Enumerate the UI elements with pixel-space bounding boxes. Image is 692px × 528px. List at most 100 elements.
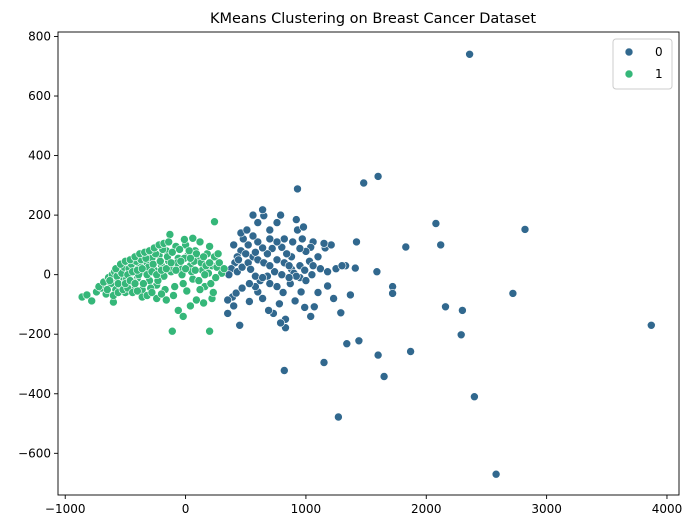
point-cluster-1-137 — [164, 237, 173, 247]
point-cluster-0-131 — [229, 240, 238, 250]
point-cluster-0-18 — [456, 330, 466, 340]
x-axis: −1000 0 1000 2000 3000 4000 — [45, 495, 682, 516]
point-cluster-0-76 — [253, 218, 263, 227]
point-cluster-0-23 — [470, 392, 479, 402]
point-cluster-0-7 — [401, 242, 411, 252]
point-cluster-0-6 — [436, 240, 446, 250]
y-tick-label: 600 — [28, 89, 51, 103]
point-cluster-1-64 — [199, 298, 208, 308]
plot-frame — [57, 31, 680, 496]
point-cluster-0-8 — [352, 237, 361, 247]
point-cluster-1-97 — [175, 245, 184, 254]
point-cluster-1-122 — [147, 288, 157, 297]
point-cluster-0-34 — [309, 302, 319, 312]
point-cluster-0-86 — [282, 249, 292, 259]
point-cluster-1-161 — [130, 279, 140, 288]
point-cluster-0-26 — [279, 366, 289, 375]
point-cluster-0-64 — [313, 252, 323, 262]
point-cluster-1-113 — [213, 249, 223, 259]
point-cluster-1-141 — [137, 264, 147, 274]
y-tick-label: −600 — [18, 446, 51, 460]
point-cluster-1-146 — [162, 264, 171, 274]
points-layer — [77, 49, 656, 479]
point-cluster-1-104 — [192, 249, 201, 259]
point-cluster-0-129 — [300, 265, 310, 275]
point-cluster-0-3 — [293, 184, 302, 194]
x-tick-label: 2000 — [411, 502, 442, 516]
point-cluster-0-91 — [258, 243, 267, 253]
point-cluster-0-24 — [379, 372, 389, 381]
point-cluster-0-134 — [251, 248, 260, 257]
point-cluster-0-9 — [646, 320, 656, 330]
point-cluster-1-94 — [168, 248, 177, 257]
point-cluster-0-123 — [258, 273, 267, 282]
point-cluster-0-128 — [291, 271, 301, 281]
point-cluster-0-50 — [229, 301, 238, 311]
point-cluster-1-149 — [176, 256, 186, 266]
point-cluster-0-32 — [323, 281, 332, 291]
point-cluster-1-150 — [181, 264, 190, 274]
point-cluster-1-63 — [192, 295, 201, 305]
point-cluster-0-14 — [388, 289, 397, 298]
point-cluster-1-151 — [186, 253, 195, 263]
point-cluster-1-56 — [205, 326, 214, 336]
point-cluster-0-79 — [276, 210, 285, 220]
point-cluster-0-108 — [272, 255, 282, 265]
point-cluster-0-119 — [234, 255, 243, 265]
point-cluster-1-1 — [82, 290, 92, 300]
point-cluster-0-74 — [265, 225, 275, 235]
point-cluster-0-135 — [265, 234, 275, 244]
point-cluster-0-16 — [350, 263, 360, 273]
point-cluster-0-12 — [441, 302, 450, 312]
legend-label-1: 1 — [655, 67, 663, 81]
point-cluster-1-2 — [87, 296, 96, 306]
point-cluster-0-49 — [235, 320, 244, 330]
point-cluster-0-87 — [277, 243, 287, 252]
point-cluster-0-93 — [248, 231, 258, 241]
point-cluster-1-111 — [209, 288, 218, 297]
y-tick-label: −200 — [18, 327, 51, 341]
point-cluster-0-30 — [336, 308, 346, 318]
point-cluster-1-53 — [219, 264, 229, 274]
point-cluster-0-48 — [245, 297, 254, 306]
point-cluster-0-81 — [299, 222, 308, 232]
point-cluster-0-21 — [354, 336, 364, 346]
point-cluster-1-62 — [186, 301, 195, 311]
point-cluster-0-33 — [313, 288, 323, 297]
x-tick-label: 1000 — [291, 502, 322, 516]
point-cluster-0-77 — [248, 210, 258, 220]
point-cluster-0-0 — [465, 49, 474, 59]
point-cluster-0-4 — [520, 225, 530, 234]
x-tick-label: 4000 — [652, 502, 683, 516]
point-cluster-0-44 — [264, 306, 273, 315]
point-cluster-1-57 — [210, 217, 219, 226]
point-cluster-0-78 — [258, 205, 267, 215]
point-cluster-0-69 — [297, 234, 307, 244]
point-cluster-0-1 — [373, 172, 383, 181]
point-cluster-1-32 — [169, 291, 178, 300]
point-cluster-1-82 — [139, 279, 148, 288]
point-cluster-0-28 — [491, 469, 501, 479]
point-cluster-1-110 — [206, 279, 216, 288]
point-cluster-1-107 — [199, 252, 208, 262]
point-cluster-1-55 — [168, 326, 177, 336]
point-cluster-1-36 — [178, 279, 188, 288]
point-cluster-0-25 — [319, 358, 329, 367]
point-cluster-0-42 — [275, 299, 284, 309]
point-cluster-0-88 — [272, 237, 282, 247]
point-cluster-0-41 — [276, 318, 285, 328]
point-cluster-0-114 — [307, 270, 317, 280]
point-cluster-0-113 — [301, 276, 311, 285]
point-cluster-0-2 — [359, 178, 369, 188]
point-cluster-0-66 — [326, 240, 336, 250]
point-cluster-0-56 — [245, 279, 254, 288]
point-cluster-1-86 — [148, 259, 158, 269]
point-cluster-0-20 — [373, 350, 383, 360]
point-cluster-1-47 — [205, 242, 214, 251]
point-cluster-0-90 — [263, 249, 272, 259]
point-cluster-0-54 — [231, 288, 241, 298]
point-cluster-1-157 — [105, 276, 115, 285]
point-cluster-0-10 — [508, 289, 518, 298]
chart-title: KMeans Clustering on Breast Cancer Datas… — [210, 11, 536, 27]
